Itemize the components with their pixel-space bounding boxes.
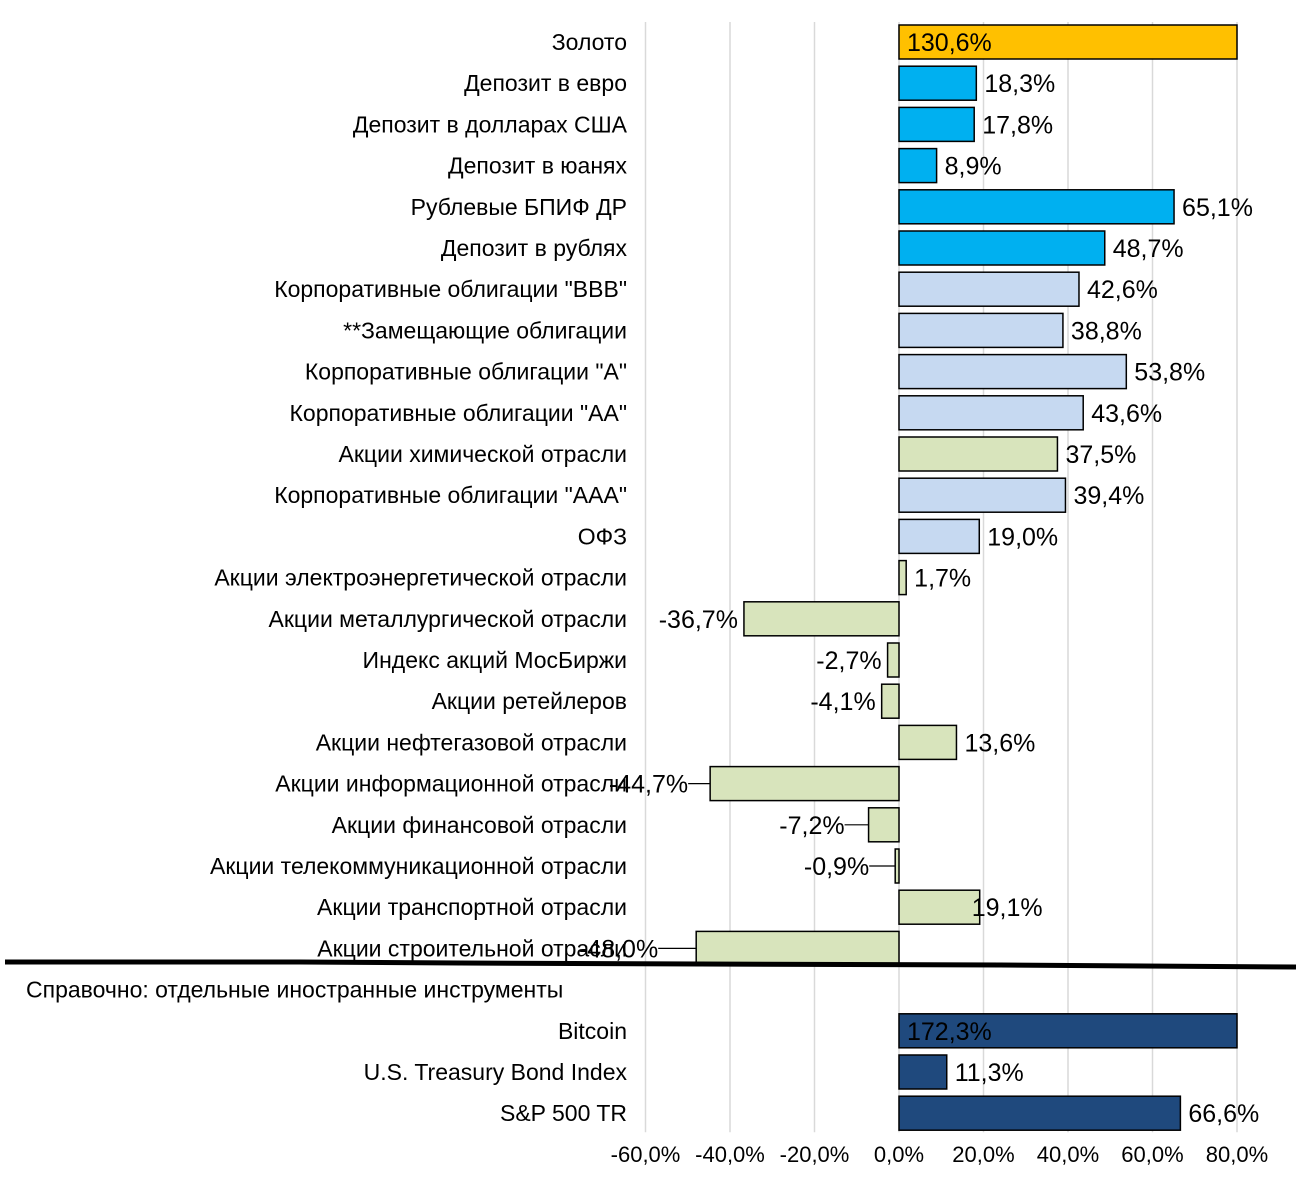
bar [894, 848, 900, 884]
category-label: Рублевые БПИФ ДР [411, 194, 627, 220]
category-label: Bitcoin [558, 1018, 627, 1044]
value-label: 66,6% [1188, 1100, 1259, 1128]
value-label: 11,3% [955, 1059, 1024, 1087]
bar [898, 889, 981, 925]
category-label: Акции информационной отрасли [275, 771, 627, 797]
category-label: Корпоративные облигации "BBB" [274, 276, 627, 302]
value-label: 48,7% [1113, 235, 1184, 263]
bar [898, 230, 1106, 266]
bar [898, 1054, 948, 1090]
value-label: 18,3% [984, 70, 1055, 98]
bar [886, 642, 900, 678]
bar [898, 106, 975, 143]
value-label: -44,7% [609, 771, 688, 799]
category-label: U.S. Treasury Bond Index [364, 1059, 628, 1085]
x-tick-label: 60,0% [1121, 1142, 1183, 1167]
category-label: Акции телекоммуникационной отрасли [210, 853, 627, 879]
category-label: Акции ретейлеров [432, 688, 627, 714]
category-label: Индекс акций МосБиржи [363, 647, 627, 673]
category-label: Депозит в долларах США [353, 111, 628, 137]
category-labels: Золото Депозит в евро Депозит в долларах С… [26, 29, 628, 1126]
category-label: Акции финансовой отрасли [332, 812, 627, 838]
value-label: 13,6% [964, 729, 1035, 757]
value-label: 130,6% [907, 29, 992, 57]
value-label: 19,1% [972, 894, 1043, 922]
value-label: 19,0% [987, 523, 1058, 551]
x-tick-label: -60,0% [611, 1142, 681, 1167]
category-label: Акции транспортной отрасли [317, 894, 627, 920]
x-tick-label: -20,0% [780, 1142, 850, 1167]
bar [898, 395, 1084, 431]
x-axis-ticks: -60,0% -40,0% -20,0% 0,0% 20,0% 40,0% 60,0% 80,… [611, 1142, 1269, 1167]
x-tick-label: -40,0% [695, 1142, 765, 1167]
value-label: -0,9% [804, 853, 869, 881]
value-label: 65,1% [1182, 194, 1253, 222]
value-label: 1,7% [914, 565, 971, 593]
category-label: Депозит в рублях [441, 235, 628, 261]
category-label: Корпоративные облигации "AA" [290, 400, 627, 426]
value-label: 39,4% [1073, 482, 1144, 510]
bar [880, 683, 900, 719]
category-label: Акции нефтегазовой отрасли [316, 729, 627, 755]
bar [709, 765, 900, 802]
value-label: 37,5% [1065, 441, 1136, 469]
x-tick-label: 80,0% [1206, 1142, 1268, 1167]
category-label: ОФЗ [578, 523, 627, 549]
bar [898, 147, 938, 184]
category-label: Корпоративные облигации "A" [305, 359, 627, 385]
section-heading: Справочно: отдельные иностранные инструм… [26, 977, 563, 1003]
bar [898, 477, 1067, 513]
value-label: 43,6% [1091, 400, 1162, 428]
bar [695, 930, 900, 967]
category-label: Акции электроэнергетической отрасли [214, 565, 627, 591]
category-label: Акции химической отрасли [339, 441, 627, 467]
bars [695, 24, 1238, 1131]
value-label: 42,6% [1087, 276, 1158, 304]
value-label: -7,2% [779, 812, 844, 840]
category-label: S&P 500 TR [500, 1100, 627, 1126]
value-labels: 130,6% 18,3% 17,8% 8,9% 65,1% 48,7% 42,6% 38,8%… [579, 29, 1259, 1128]
x-tick-label: 20,0% [952, 1142, 1014, 1167]
value-label: 53,8% [1134, 359, 1205, 387]
bar [898, 353, 1128, 390]
bar [898, 518, 981, 555]
category-label: Золото [552, 29, 627, 55]
bar [898, 312, 1064, 349]
category-label: Депозит в юанях [448, 153, 627, 179]
value-label: 8,9% [945, 153, 1002, 181]
category-label: Корпоративные облигации "AAA" [274, 482, 627, 508]
bar [898, 436, 1059, 472]
category-label: Депозит в евро [464, 70, 627, 96]
value-label: 17,8% [982, 111, 1053, 139]
value-label: -4,1% [810, 688, 875, 716]
category-label: **Замещающие облигации [343, 317, 627, 343]
bar [898, 724, 958, 761]
x-tick-label: 0,0% [874, 1142, 924, 1167]
category-label: Акции строительной отрасли [317, 935, 627, 961]
bar [898, 24, 1238, 60]
value-label: 172,3% [907, 1018, 992, 1046]
bar [898, 65, 978, 101]
value-label: -48,0% [579, 935, 658, 963]
leader-lines [658, 782, 896, 950]
category-label: Акции металлургической отрасли [269, 606, 627, 632]
section-separator-line [5, 959, 1297, 970]
value-label: -36,7% [659, 606, 738, 634]
bar [898, 559, 907, 596]
bar [743, 601, 900, 637]
x-tick-label: 40,0% [1037, 1142, 1099, 1167]
bar [867, 807, 900, 843]
bar [898, 271, 1080, 307]
bar [898, 1095, 1182, 1131]
bar [898, 189, 1175, 225]
value-label: -2,7% [816, 647, 881, 675]
value-label: 38,8% [1071, 317, 1142, 345]
bar [898, 1013, 1238, 1049]
